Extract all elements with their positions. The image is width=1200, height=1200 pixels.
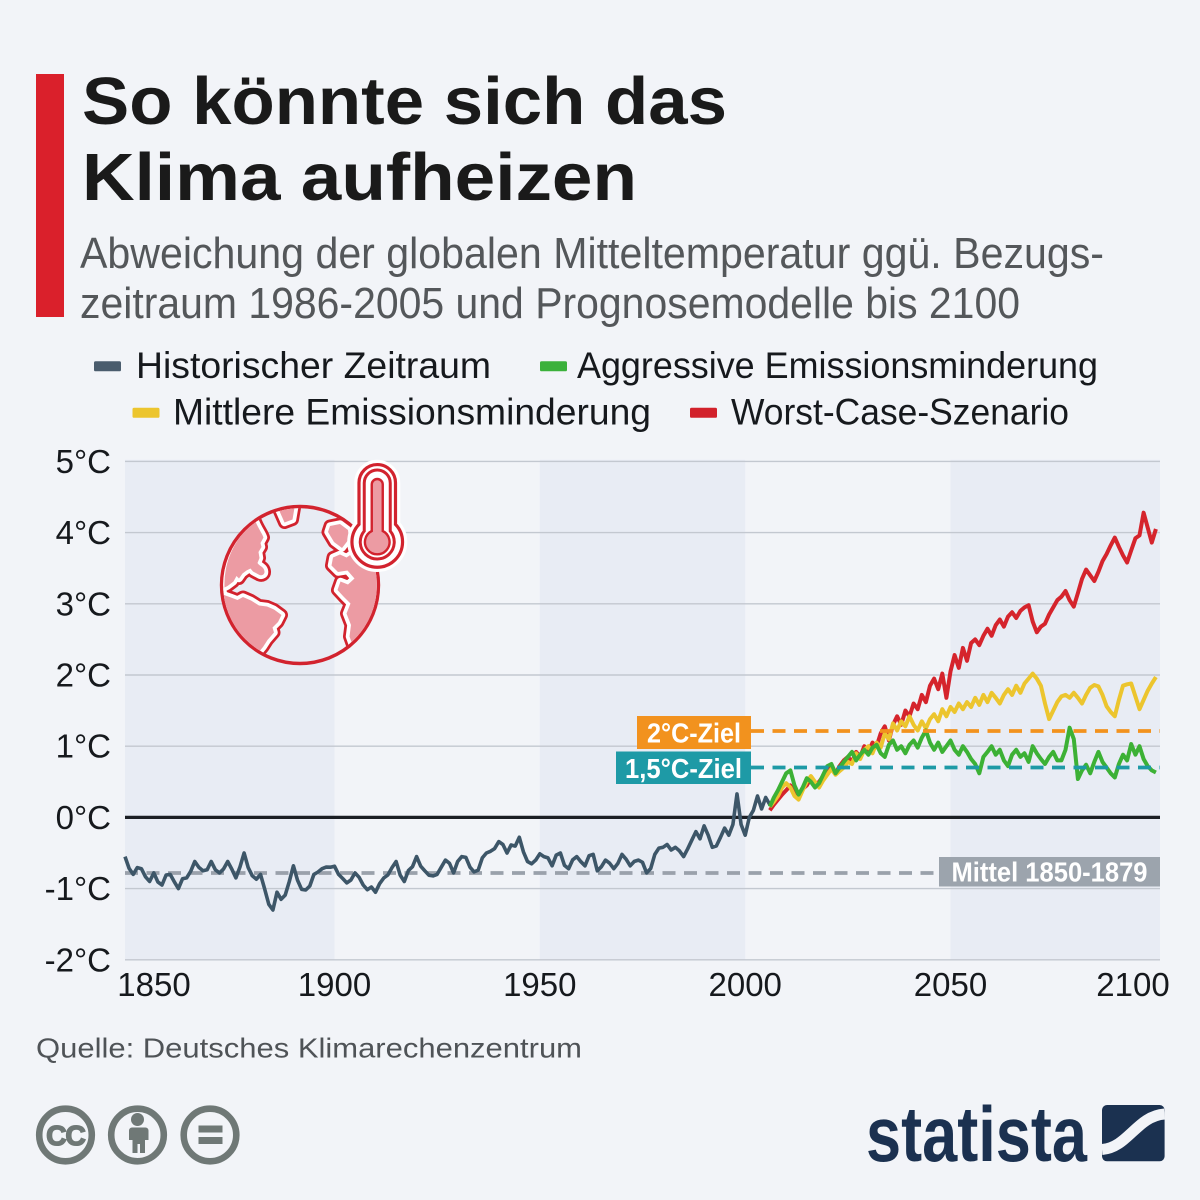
svg-text:2050: 2050 [914,966,987,1003]
svg-text:Mittlere Emissionsminderung: Mittlere Emissionsminderung [173,392,651,433]
svg-text:-2°C: -2°C [45,941,111,978]
svg-text:Mittel 1850-1879: Mittel 1850-1879 [952,857,1148,888]
svg-text:2100: 2100 [1096,966,1169,1003]
svg-text:1,5°C-Ziel: 1,5°C-Ziel [625,753,742,784]
svg-text:-1°C: -1°C [45,870,111,907]
svg-text:1900: 1900 [298,966,371,1003]
svg-text:Aggressive Emissionsminderung: Aggressive Emissionsminderung [577,345,1098,386]
svg-text:Klima aufheizen: Klima aufheizen [82,140,637,215]
svg-text:CC: CC [46,1120,85,1151]
svg-text:3°C: 3°C [56,585,111,622]
svg-text:2°C: 2°C [56,657,111,694]
svg-text:1950: 1950 [503,966,576,1003]
svg-text:2000: 2000 [708,966,781,1003]
svg-text:0°C: 0°C [56,799,111,836]
svg-text:1°C: 1°C [56,728,111,765]
svg-text:5°C: 5°C [56,443,111,480]
svg-text:statista: statista [866,1090,1087,1178]
svg-text:Abweichung der globalen Mittel: Abweichung der globalen Mitteltemperatur… [80,230,1104,278]
svg-text:Worst-Case-Szenario: Worst-Case-Szenario [731,392,1069,433]
svg-text:zeitraum 1986-2005 und Prognos: zeitraum 1986-2005 und Prognosemodelle b… [80,280,1020,328]
svg-text:So könnte sich das: So könnte sich das [82,64,727,139]
svg-text:1850: 1850 [117,966,190,1003]
svg-text:4°C: 4°C [56,514,111,551]
svg-text:2°C-Ziel: 2°C-Ziel [647,718,741,749]
svg-text:Quelle: Deutsches Klimarechenz: Quelle: Deutsches Klimarechenzentrum [36,1033,582,1064]
svg-text:Historischer Zeitraum: Historischer Zeitraum [136,345,491,386]
